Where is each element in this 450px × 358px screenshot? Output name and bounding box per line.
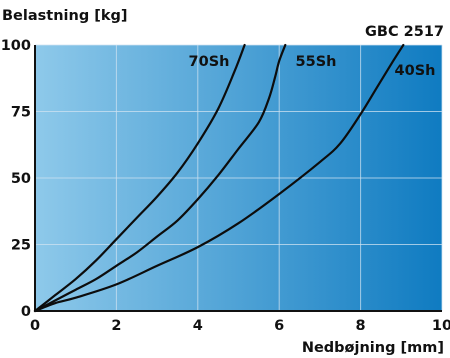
y-tick-label: 75 bbox=[11, 105, 31, 121]
series-labels: 70Sh 55Sh 40Sh bbox=[189, 54, 436, 79]
y-tick-label: 50 bbox=[11, 171, 31, 187]
chart-title: GBC 2517 bbox=[365, 24, 444, 40]
y-tick-label: 0 bbox=[21, 304, 31, 320]
x-tick-label: 6 bbox=[274, 318, 284, 334]
x-tick-label: 4 bbox=[193, 318, 203, 334]
grid-lines bbox=[35, 44, 443, 311]
series-label-55sh: 55Sh bbox=[296, 54, 337, 70]
series-line-55sh bbox=[33, 43, 287, 313]
x-tick-label: 10 bbox=[432, 318, 450, 334]
x-axis-title: Nedbøjning [mm] bbox=[302, 340, 444, 356]
y-tick-label: 100 bbox=[1, 38, 31, 54]
axes bbox=[34, 45, 442, 312]
series-lines bbox=[33, 43, 405, 313]
x-tick-label: 0 bbox=[30, 318, 40, 334]
y-tick-label: 25 bbox=[11, 238, 31, 254]
x-tick-label: 2 bbox=[111, 318, 121, 334]
y-axis-title: Belastning [kg] bbox=[2, 8, 128, 24]
series-line-70sh bbox=[33, 43, 246, 313]
x-tick-label: 8 bbox=[356, 318, 366, 334]
series-line-40sh bbox=[33, 43, 405, 313]
series-label-40sh: 40Sh bbox=[395, 63, 436, 79]
series-label-70sh: 70Sh bbox=[189, 54, 230, 70]
